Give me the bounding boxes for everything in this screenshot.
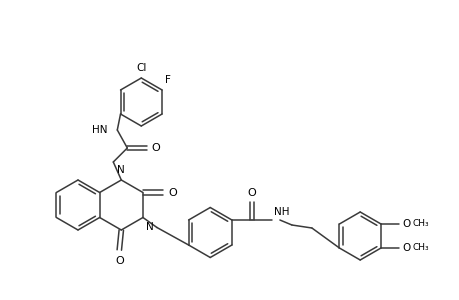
Text: HN: HN	[92, 125, 107, 135]
Text: O: O	[247, 188, 256, 198]
Text: CH₃: CH₃	[412, 220, 429, 229]
Text: O: O	[168, 188, 176, 197]
Text: O: O	[401, 243, 409, 253]
Text: Cl: Cl	[136, 63, 146, 73]
Text: NH: NH	[273, 207, 289, 217]
Text: O: O	[151, 143, 160, 153]
Text: O: O	[115, 256, 123, 266]
Text: N: N	[146, 223, 153, 232]
Text: F: F	[165, 75, 171, 85]
Text: N: N	[117, 165, 125, 175]
Text: CH₃: CH₃	[412, 244, 429, 253]
Text: O: O	[401, 219, 409, 229]
